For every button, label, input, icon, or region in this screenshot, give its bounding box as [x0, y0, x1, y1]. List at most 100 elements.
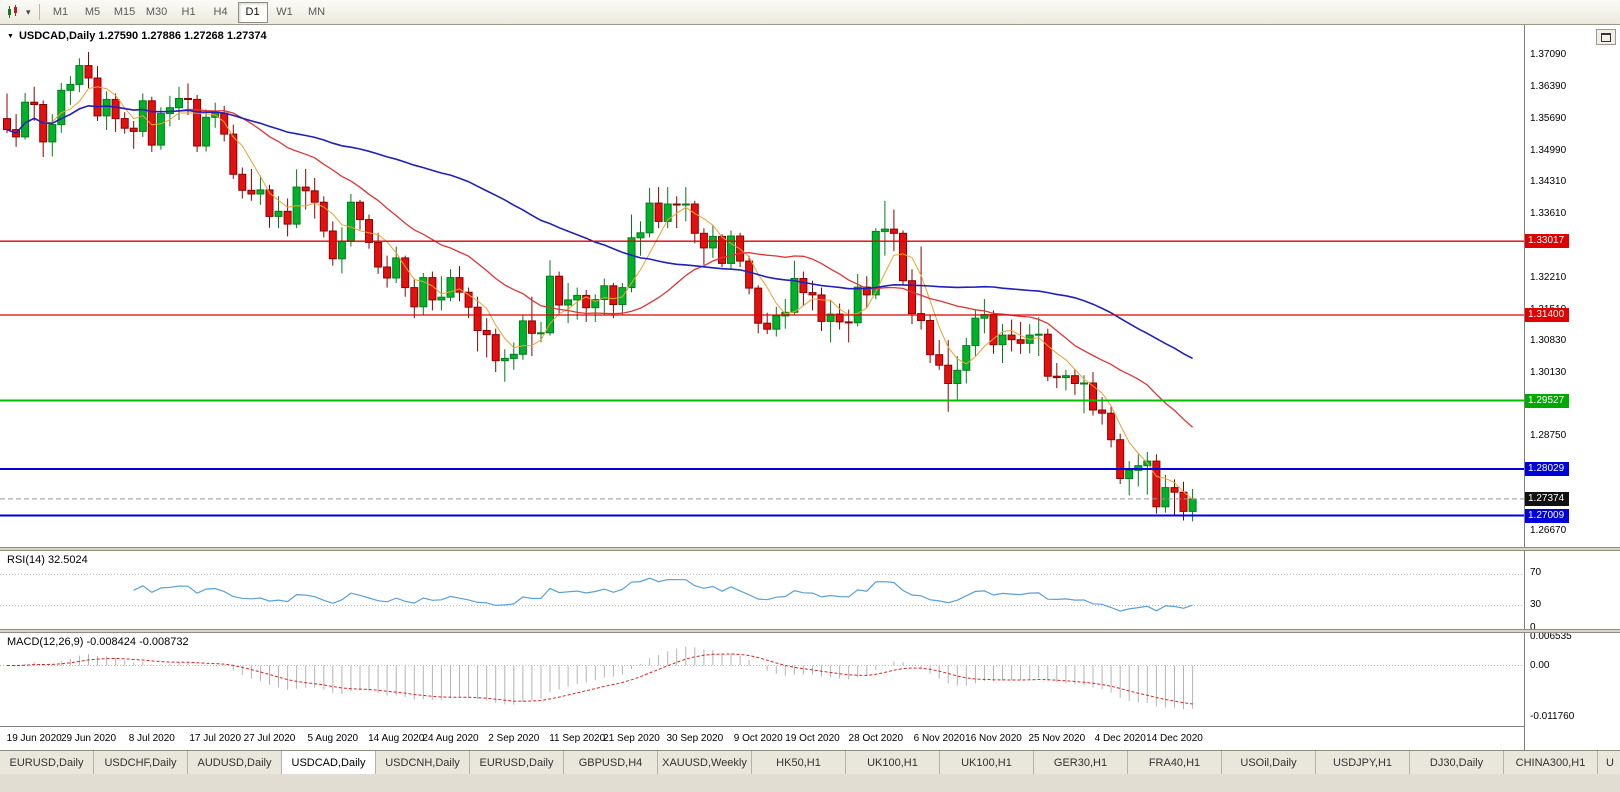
candle-body — [310, 190, 319, 203]
candle-body — [57, 89, 66, 126]
candle-body — [229, 133, 238, 175]
candle-body — [120, 118, 129, 129]
scale-label: 1.28750 — [1530, 430, 1567, 441]
candle-body — [672, 203, 681, 206]
price-line-badge: 1.29527 — [1525, 393, 1570, 408]
main-chart-panel[interactable]: ▼ USDCAD,Daily 1.27590 1.27886 1.27268 1… — [0, 25, 1524, 547]
candle-body — [256, 189, 265, 195]
time-axis-label: 16 Nov 2020 — [965, 733, 1022, 744]
candle-body — [21, 101, 30, 138]
candle-body — [356, 201, 364, 221]
candle-body — [573, 294, 582, 301]
candle-body — [944, 364, 953, 385]
chart-tab-china300-h1[interactable]: CHINA300,H1 — [1504, 751, 1598, 774]
panel-splitter[interactable] — [0, 547, 1620, 551]
chart-tab-hk50-h1[interactable]: HK50,H1 — [752, 751, 846, 774]
chart-window-icon: ▼ — [7, 32, 14, 40]
candle-body — [527, 320, 536, 334]
timeframe-button-m5[interactable]: M5 — [84, 5, 101, 18]
rsi-panel[interactable]: RSI(14) 32.5024 — [0, 551, 1524, 629]
time-axis-label: 19 Jun 2020 — [6, 733, 62, 744]
chart-tab-usdcnh-daily[interactable]: USDCNH,Daily — [376, 751, 470, 774]
candle-body — [193, 98, 202, 147]
timeframe-buttons-group: M1 M5 M15 M30 H1 H4 D1 W1 MN — [45, 1, 333, 23]
candle-body — [446, 277, 455, 298]
candle-body — [129, 127, 138, 132]
candle-body — [1107, 412, 1116, 441]
rsi-plot[interactable] — [0, 551, 1524, 629]
chart-type-dropdown-caret-icon[interactable]: ▾ — [26, 6, 31, 17]
chart-tab-u[interactable]: U — [1606, 756, 1614, 769]
timeframe-button-d1[interactable]: D1 — [237, 1, 268, 23]
chart-tab-eurusd-daily[interactable]: EURUSD,Daily — [0, 751, 94, 774]
timeframe-button-m30[interactable]: M30 — [145, 5, 168, 18]
candle-body — [889, 228, 898, 234]
timeframe-button-h1[interactable]: H1 — [181, 5, 196, 18]
timeframe-button-mn[interactable]: MN — [307, 5, 326, 18]
price-line-badge: 1.31400 — [1525, 308, 1570, 322]
timeframe-button-m1[interactable]: M1 — [52, 5, 69, 18]
chart-tab-usdcad-daily[interactable]: USDCAD,Daily — [282, 751, 376, 774]
candle-body — [319, 201, 328, 232]
candle-body — [1070, 375, 1079, 385]
chart-tabs-bar: EURUSD,Daily USDCHF,Daily AUDUSD,Daily USDC… — [0, 750, 1620, 774]
candle-body — [518, 320, 527, 355]
macd-panel[interactable]: MACD(12,26,9) -0.008424 -0.008732 — [0, 633, 1524, 726]
candle-body — [1116, 439, 1125, 480]
chart-tab-uk100-h1[interactable]: UK100,H1 — [940, 751, 1034, 774]
time-axis-label: 29 Jun 2020 — [60, 733, 117, 744]
rsi-line — [133, 577, 1193, 612]
chart-tab-ger30-h1[interactable]: GER30,H1 — [1034, 751, 1128, 774]
chart-type-button[interactable] — [4, 2, 23, 22]
restore-window-button[interactable] — [1596, 29, 1616, 45]
chart-tab-audusd-daily[interactable]: AUDUSD,Daily — [188, 751, 282, 774]
candle-body — [509, 353, 518, 359]
chart-tab-eurusd-daily[interactable]: EURUSD,Daily — [470, 751, 564, 774]
candle-body — [48, 124, 57, 143]
candle-body — [808, 292, 817, 296]
chart-tab-xauusd-weekly[interactable]: XAUUSD,Weekly — [658, 751, 752, 774]
candle-body — [473, 306, 482, 332]
chart-tab-uk100-h1[interactable]: UK100,H1 — [846, 751, 940, 774]
candle-body — [3, 118, 11, 131]
panel-splitter[interactable] — [0, 629, 1620, 633]
chart-tab-usdjpy-h1[interactable]: USDJPY,H1 — [1316, 751, 1410, 774]
chart-tab-usdchf-daily[interactable]: USDCHF,Daily — [94, 751, 188, 774]
candle-body — [935, 354, 944, 366]
timeframe-button-h4[interactable]: H4 — [213, 5, 228, 18]
candle-body — [790, 278, 799, 313]
scale-label: 30 — [1530, 598, 1542, 610]
chart-title-text: USDCAD,Daily 1.27590 1.27886 1.27268 1.2… — [18, 30, 267, 42]
macd-plot[interactable] — [0, 633, 1524, 726]
timeframe-button-w1[interactable]: W1 — [276, 5, 293, 18]
ma-line-20 — [6, 105, 1194, 428]
scale-label: 1.26670 — [1530, 525, 1567, 536]
candlestick-plot[interactable] — [0, 25, 1524, 547]
timeframe-button-m15[interactable]: M15 — [113, 5, 136, 18]
time-axis[interactable]: 19 Jun 2020 29 Jun 2020 8 Jul 2020 17 Jul 2… — [0, 726, 1620, 750]
candle-body — [600, 285, 609, 300]
chart-tab-dj30-daily[interactable]: DJ30,Daily — [1410, 751, 1504, 774]
candle-body — [175, 98, 183, 109]
candle-body — [265, 189, 274, 217]
candlestick-chart-icon — [8, 5, 17, 18]
candle-body — [763, 322, 772, 330]
candle-body — [202, 116, 211, 147]
price-scale[interactable]: 1.37090 1.36390 1.35690 1.34990 1.34310 1.336… — [1524, 25, 1620, 750]
candle-body — [247, 189, 256, 195]
chart-tab-fra40-h1[interactable]: FRA40,H1 — [1128, 751, 1222, 774]
candle-body — [1098, 409, 1107, 414]
chart-tab-gbpusd-h4[interactable]: GBPUSD,H4 — [564, 751, 658, 774]
time-axis-label: 14 Aug 2020 — [368, 733, 425, 744]
candle-body — [111, 98, 120, 120]
candle-body — [500, 357, 509, 362]
time-axis-label: 28 Oct 2020 — [848, 733, 904, 744]
candle-body — [917, 313, 926, 322]
time-axis-label: 30 Sep 2020 — [666, 733, 724, 744]
candle-body — [283, 210, 292, 225]
chart-tab-usoil-daily[interactable]: USOil,Daily — [1222, 751, 1316, 774]
candle-body — [410, 287, 419, 308]
candle-body — [365, 219, 373, 243]
candle-body — [1043, 333, 1052, 377]
candle-body — [1179, 491, 1188, 512]
